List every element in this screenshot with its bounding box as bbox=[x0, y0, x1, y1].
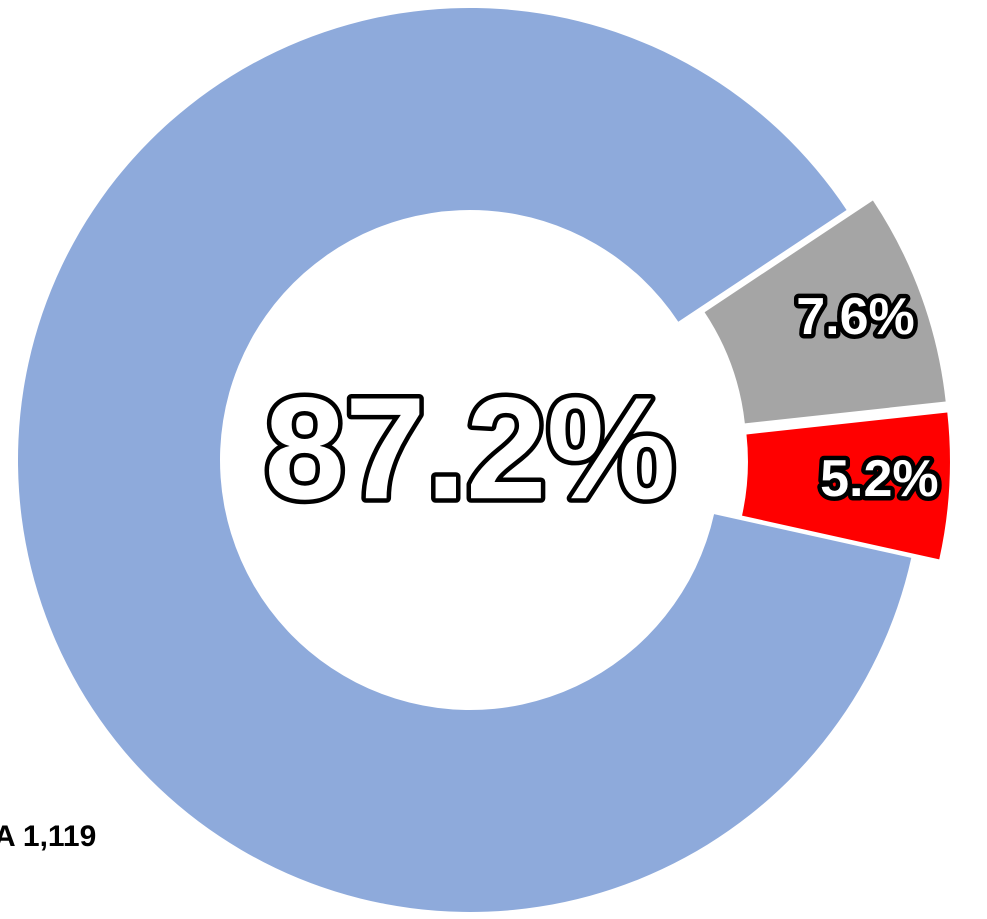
data-label: 87.2% bbox=[264, 367, 675, 529]
pie-slice bbox=[742, 412, 950, 560]
data-label: 5.2% bbox=[820, 450, 939, 508]
pie-slice bbox=[704, 200, 946, 424]
pie-slice bbox=[17, 7, 912, 913]
data-label: 7.6% bbox=[796, 288, 915, 346]
annotation: A 1,119 bbox=[0, 820, 96, 853]
